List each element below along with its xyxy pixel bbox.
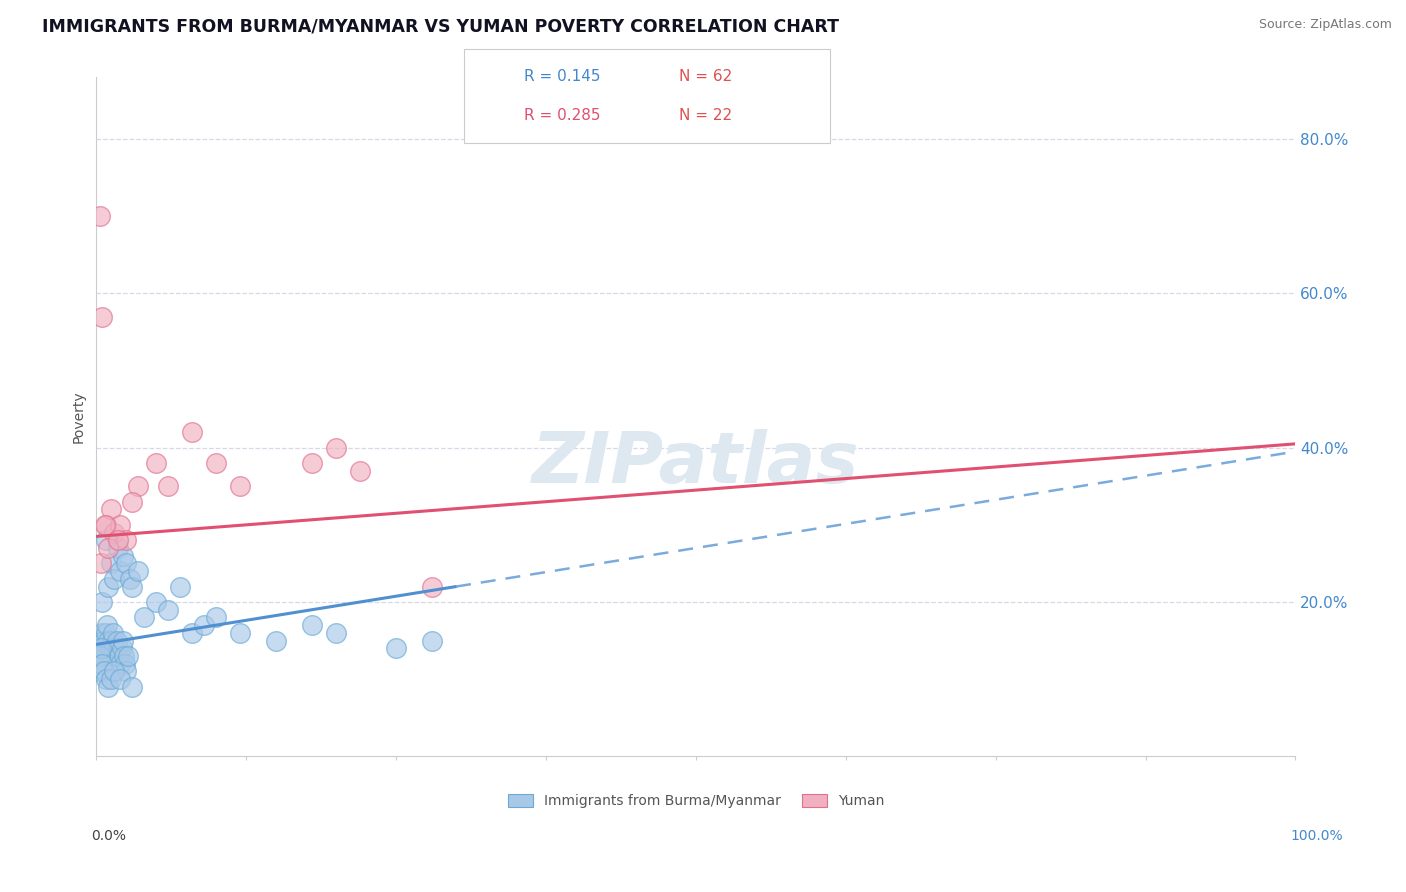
Text: IMMIGRANTS FROM BURMA/MYANMAR VS YUMAN POVERTY CORRELATION CHART: IMMIGRANTS FROM BURMA/MYANMAR VS YUMAN P…: [42, 18, 839, 36]
Point: [97, 633, 120, 648]
Point: [97, 680, 120, 694]
Point: [115, 557, 138, 571]
Point: [86, 657, 108, 671]
Point: [91, 310, 114, 324]
Y-axis label: Poverty: Poverty: [72, 391, 86, 443]
Point: [103, 641, 125, 656]
Point: [87, 665, 110, 679]
Point: [121, 580, 143, 594]
Point: [420, 580, 443, 594]
Point: [420, 633, 443, 648]
Point: [157, 479, 180, 493]
Point: [325, 625, 347, 640]
Point: [100, 672, 122, 686]
Text: R = 0.285: R = 0.285: [524, 108, 600, 122]
Point: [169, 580, 191, 594]
Point: [117, 648, 139, 663]
Point: [87, 648, 110, 663]
Point: [107, 541, 129, 555]
Point: [114, 657, 136, 671]
Point: [100, 502, 122, 516]
Text: R = 0.145: R = 0.145: [524, 70, 600, 84]
Point: [97, 580, 120, 594]
Text: 0.0%: 0.0%: [91, 829, 127, 843]
Point: [101, 625, 124, 640]
Point: [111, 633, 134, 648]
Point: [97, 541, 120, 555]
Legend: Immigrants from Burma/Myanmar, Yuman: Immigrants from Burma/Myanmar, Yuman: [502, 789, 890, 814]
Point: [118, 572, 141, 586]
Point: [94, 517, 117, 532]
Point: [112, 648, 135, 663]
Point: [103, 665, 125, 679]
Point: [90, 633, 112, 648]
Point: [193, 618, 215, 632]
Point: [103, 572, 125, 586]
Point: [127, 564, 149, 578]
Text: N = 62: N = 62: [679, 70, 733, 84]
Point: [121, 494, 143, 508]
Text: Source: ZipAtlas.com: Source: ZipAtlas.com: [1258, 18, 1392, 31]
Point: [349, 464, 371, 478]
Point: [205, 610, 228, 624]
Point: [98, 641, 121, 656]
Point: [229, 625, 252, 640]
Point: [93, 517, 115, 532]
Text: N = 22: N = 22: [679, 108, 733, 122]
Point: [90, 557, 112, 571]
Point: [115, 533, 138, 548]
Point: [110, 564, 132, 578]
Text: 100.0%: 100.0%: [1291, 829, 1343, 843]
Point: [264, 633, 287, 648]
Point: [110, 641, 132, 656]
Point: [105, 633, 128, 648]
Point: [301, 456, 323, 470]
Point: [107, 641, 129, 656]
Point: [157, 603, 180, 617]
Point: [205, 456, 228, 470]
Point: [90, 641, 112, 656]
Point: [103, 525, 125, 540]
Point: [91, 625, 114, 640]
Point: [93, 665, 115, 679]
Point: [93, 633, 115, 648]
Point: [110, 657, 132, 671]
Point: [91, 595, 114, 609]
Point: [121, 680, 143, 694]
Point: [111, 549, 134, 563]
Point: [100, 557, 122, 571]
Point: [89, 648, 111, 663]
Point: [134, 610, 156, 624]
Point: [115, 665, 138, 679]
Point: [89, 209, 111, 223]
Point: [385, 641, 408, 656]
Point: [110, 672, 132, 686]
Point: [127, 479, 149, 493]
Point: [96, 618, 118, 632]
Point: [89, 641, 111, 656]
Text: ZIPatlas: ZIPatlas: [533, 429, 859, 498]
Point: [101, 633, 124, 648]
Point: [94, 625, 117, 640]
Point: [104, 648, 127, 663]
Point: [145, 595, 167, 609]
Point: [107, 533, 129, 548]
Point: [181, 625, 204, 640]
Point: [145, 456, 167, 470]
Point: [181, 425, 204, 440]
Point: [94, 533, 117, 548]
Point: [100, 648, 122, 663]
Point: [301, 618, 323, 632]
Point: [93, 641, 115, 656]
Point: [110, 517, 132, 532]
Point: [325, 441, 347, 455]
Point: [94, 672, 117, 686]
Point: [108, 648, 131, 663]
Point: [91, 657, 114, 671]
Point: [229, 479, 252, 493]
